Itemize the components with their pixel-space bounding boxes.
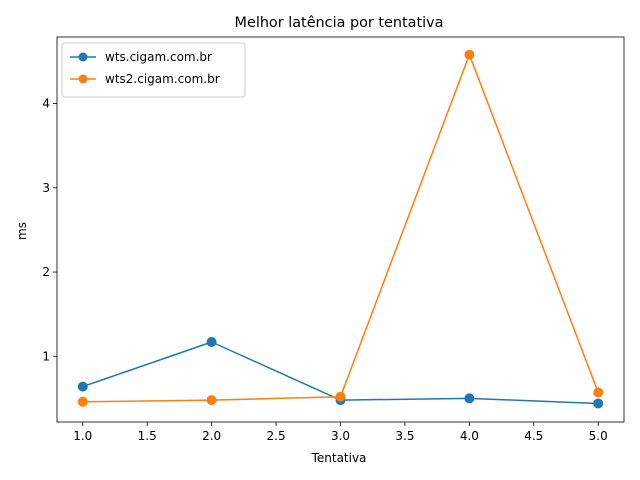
y-axis-title: ms <box>15 222 29 240</box>
x-tick-label-7: 4.0 <box>460 429 479 443</box>
data-point-series2-5 <box>593 387 604 398</box>
y-tick-label-3: 3 <box>42 181 50 195</box>
data-point-series2-4 <box>464 49 475 60</box>
data-point-series1-1 <box>77 381 88 392</box>
x-tick-label-1: 1.0 <box>73 429 92 443</box>
x-tick-label-2: 1.5 <box>138 429 157 443</box>
plot-area: 1.0 1.5 2.0 2.5 3.0 3.5 4.0 4.5 5.0 1 2 3 4 <box>42 36 625 443</box>
legend-marker-2 <box>78 74 88 84</box>
y-tick-label-2: 2 <box>42 265 50 279</box>
x-tick-label-8: 4.5 <box>524 429 543 443</box>
data-point-series1-4 <box>464 393 475 404</box>
data-point-series1-5 <box>593 398 604 409</box>
legend-marker-1 <box>78 52 88 62</box>
legend-box <box>61 42 246 98</box>
data-point-series2-2 <box>206 395 217 406</box>
data-point-series2-1 <box>77 396 88 407</box>
legend-label-1: wts.cigam.com.br <box>105 50 212 64</box>
x-tick-label-9: 5.0 <box>589 429 608 443</box>
x-tick-label-3: 2.0 <box>202 429 221 443</box>
y-tick-label-4: 4 <box>42 97 50 111</box>
x-tick-label-5: 3.0 <box>331 429 350 443</box>
x-tick-label-6: 3.5 <box>395 429 414 443</box>
chart-title: Melhor latência por tentativa <box>235 15 444 31</box>
data-point-series1-2 <box>206 337 217 347</box>
y-tick-label-1: 1 <box>42 349 50 363</box>
data-point-series2-3 <box>335 391 346 402</box>
legend-label-2: wts2.cigam.com.br <box>105 72 220 86</box>
x-tick-label-4: 2.5 <box>267 429 286 443</box>
legend: wts.cigam.com.br wts2.cigam.com.br <box>61 42 246 98</box>
x-axis-title: Tentativa <box>311 451 367 465</box>
